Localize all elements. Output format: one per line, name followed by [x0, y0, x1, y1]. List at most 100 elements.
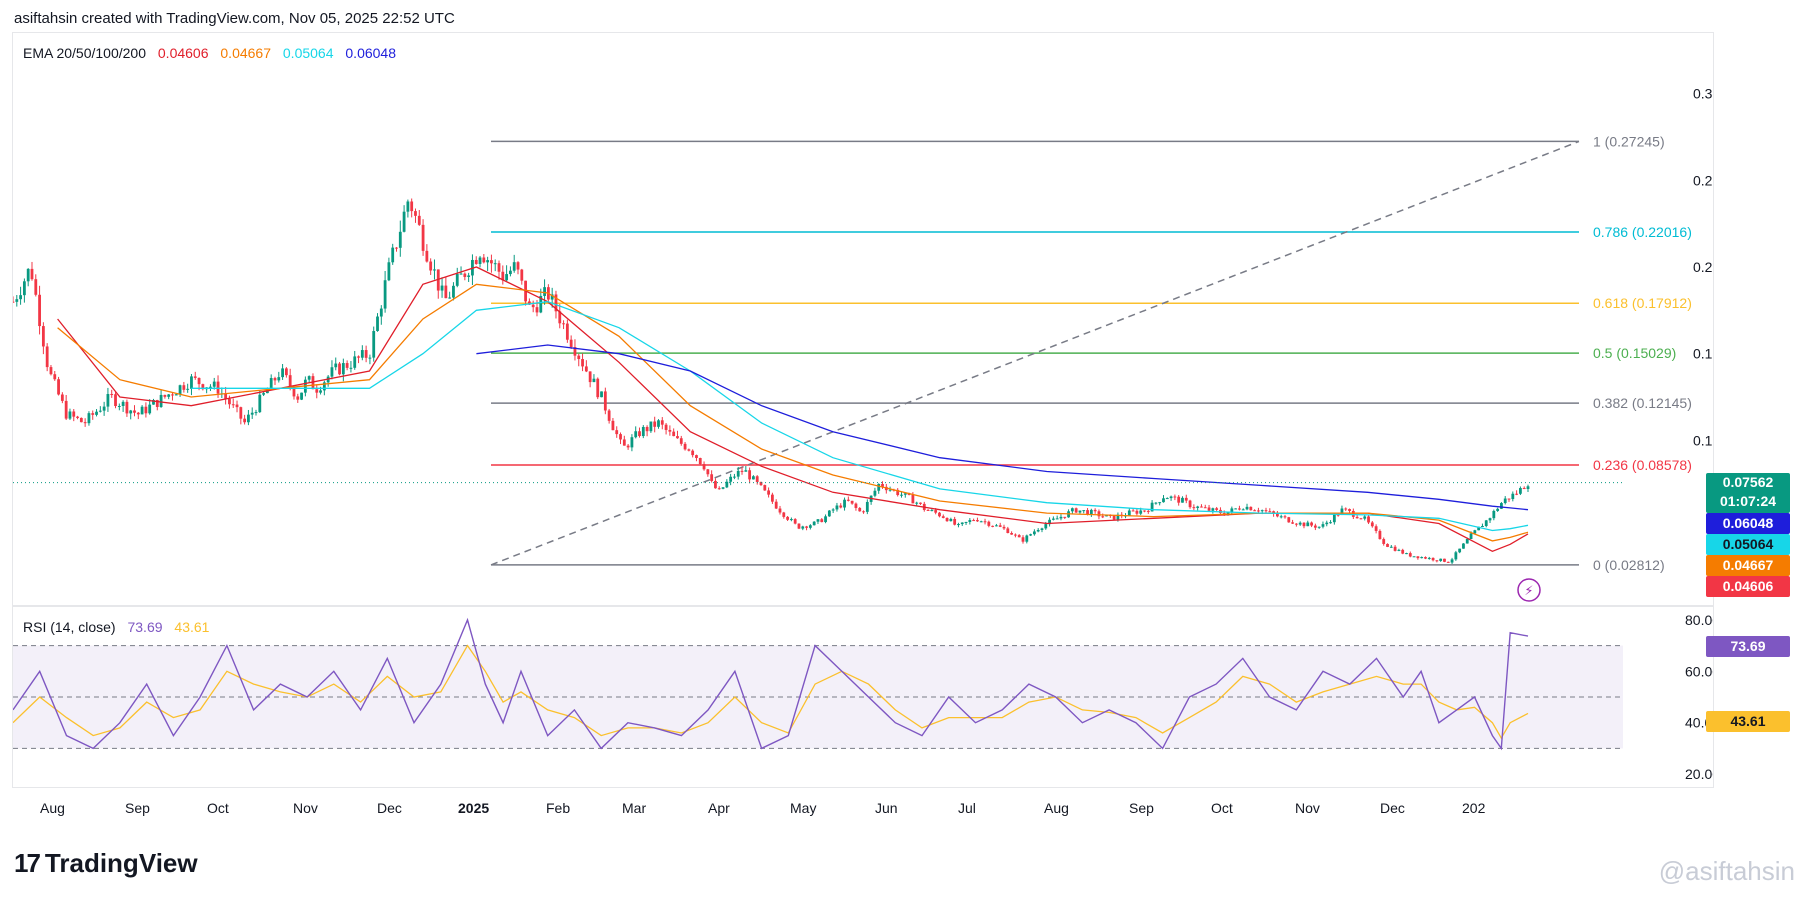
candle	[398, 220, 402, 257]
rsi-legend-value: 73.69	[127, 619, 163, 635]
time-axis-label: Oct	[1211, 800, 1233, 816]
candle-body	[383, 280, 387, 309]
time-axis[interactable]: Aug Sep Oct Nov Dec 2025 Feb Mar Apr May Jun Jul Aug…	[12, 788, 1712, 828]
candle	[231, 398, 235, 408]
ema100-line	[191, 301, 1529, 532]
price-chart[interactable]: 0.30000 0.25000 0.20000 0.15000 0.10000 1 (0.…	[13, 33, 1713, 605]
candle-body	[744, 470, 748, 472]
rsi-ma-legend-value: 43.61	[174, 619, 210, 635]
candle	[497, 260, 501, 280]
rsi-panel[interactable]: RSI (14, close) 73.69 43.61 80.0060.0040…	[12, 606, 1714, 788]
candle-body	[235, 404, 239, 408]
candle	[1363, 514, 1367, 521]
candle-body	[1359, 518, 1363, 520]
candle	[1515, 490, 1519, 496]
candle-body	[793, 519, 797, 524]
candle	[493, 259, 497, 272]
candle-body	[49, 367, 53, 375]
candle	[1325, 520, 1329, 527]
candle-body	[835, 505, 839, 510]
candle-body	[174, 394, 178, 396]
candle-body	[482, 257, 486, 263]
candle	[1424, 556, 1427, 560]
candle-body	[679, 438, 683, 444]
candle-body	[372, 331, 376, 358]
candle	[820, 518, 824, 523]
candle-body	[512, 262, 516, 271]
candle-body	[486, 260, 490, 263]
candle-body	[319, 390, 322, 393]
candle-body	[706, 469, 710, 475]
candle-body	[550, 294, 554, 300]
candle-body	[687, 449, 691, 451]
candle	[770, 492, 774, 504]
candle-body	[1279, 516, 1283, 518]
candle	[1458, 548, 1462, 554]
candle	[273, 376, 277, 385]
price-tick-label: 0.30000	[1693, 86, 1713, 102]
candle-body	[497, 263, 501, 272]
candle	[1359, 517, 1363, 520]
candle-body	[660, 420, 664, 425]
candle-body	[1048, 519, 1051, 525]
candle	[782, 511, 786, 519]
candle	[797, 523, 801, 530]
ema-legend-label: EMA 20/50/100/200	[23, 45, 146, 61]
candle-body	[573, 347, 577, 356]
candle	[839, 503, 843, 509]
candle-body	[1526, 486, 1530, 490]
time-axis-label: Sep	[1129, 800, 1154, 816]
candle	[114, 392, 117, 409]
candle-body	[641, 426, 645, 437]
candle-body	[228, 398, 231, 405]
candle	[1173, 494, 1177, 501]
tradingview-logo[interactable]: 17 TradingView	[14, 848, 198, 879]
candle	[1435, 560, 1439, 563]
candle-body	[1070, 508, 1074, 512]
ema-legend[interactable]: EMA 20/50/100/200 0.04606 0.04667 0.0506…	[23, 45, 404, 61]
candle-body	[216, 381, 220, 394]
candle-body	[926, 509, 930, 511]
candle-body	[562, 323, 565, 325]
candle-body	[1484, 520, 1488, 526]
candle	[1329, 520, 1332, 524]
rsi-legend[interactable]: RSI (14, close) 73.69 43.61	[23, 619, 217, 635]
candle-body	[1158, 502, 1162, 504]
candle-body	[125, 401, 129, 414]
candle	[49, 365, 53, 376]
candle-body	[341, 363, 345, 375]
candle	[144, 402, 148, 418]
candle-body	[452, 285, 455, 298]
candle	[816, 519, 820, 524]
candle	[1207, 504, 1211, 512]
candle	[873, 487, 877, 498]
candle-body	[858, 507, 862, 512]
last-price-badge: 0.07562 01:07:24	[1706, 473, 1790, 513]
candle	[964, 521, 968, 525]
candle-body	[1112, 515, 1116, 520]
candle-body	[197, 377, 201, 385]
candle-body	[1173, 496, 1177, 498]
candle	[1507, 498, 1511, 502]
rsi-chart[interactable]: 80.0060.0040.0020.00	[13, 607, 1713, 787]
candle	[744, 466, 748, 472]
time-axis-label: 202	[1462, 800, 1486, 816]
candle-body	[596, 378, 600, 398]
candle-body	[1310, 522, 1313, 526]
price-panel[interactable]: EMA 20/50/100/200 0.04606 0.04667 0.0506…	[12, 32, 1714, 606]
candle-body	[19, 295, 22, 300]
candle	[653, 416, 657, 433]
candle	[38, 285, 41, 335]
candle	[15, 295, 19, 307]
candle-body	[1332, 514, 1336, 523]
candle-body	[721, 487, 725, 489]
candle-body	[368, 357, 372, 359]
candle-body	[376, 316, 379, 332]
candle	[444, 276, 448, 299]
candle-body	[801, 526, 805, 529]
candle-body	[1150, 502, 1154, 512]
candle-body	[209, 386, 212, 388]
ema200-value: 0.06048	[345, 45, 396, 61]
candle	[171, 392, 174, 401]
candle	[243, 414, 247, 425]
